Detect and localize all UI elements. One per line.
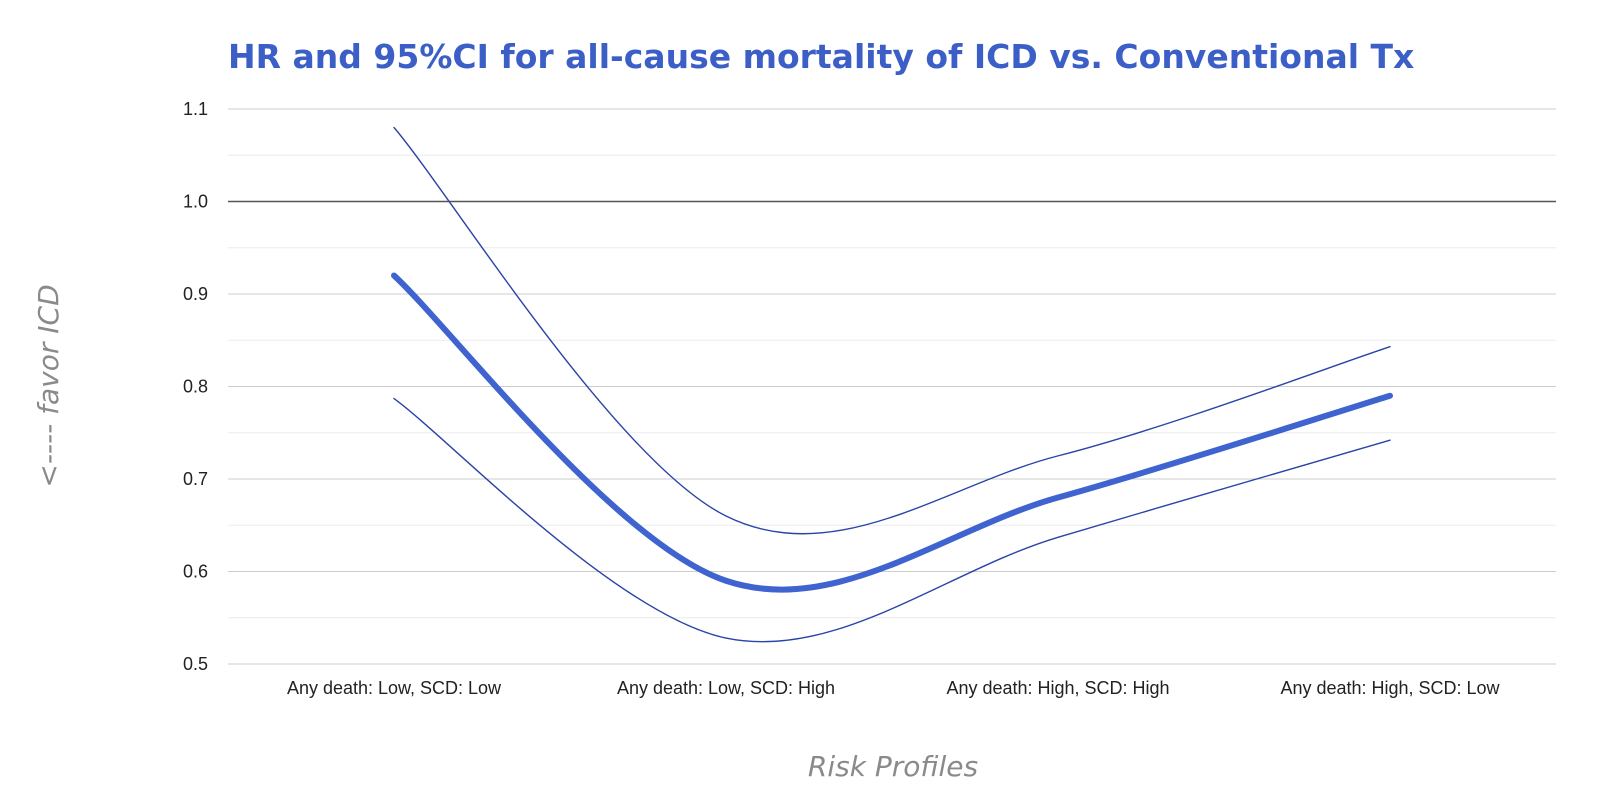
y-tick-label: 0.6 [183, 562, 208, 582]
chart-title: HR and 95%CI for all-cause mortality of … [228, 37, 1414, 76]
x-axis-ticks: Any death: Low, SCD: Low Any death: Low, … [287, 678, 1501, 698]
grid-lines [228, 108, 1556, 665]
series-line-estimate [391, 272, 1393, 593]
x-tick-label: Any death: Low, SCD: High [617, 678, 835, 698]
x-tick-label: Any death: High, SCD: Low [1280, 678, 1500, 698]
series-line-lower [393, 397, 1391, 643]
y-axis-title: <---- favor ICD [32, 284, 65, 487]
y-tick-label: 1.1 [183, 99, 208, 119]
x-tick-label: Any death: Low, SCD: Low [287, 678, 502, 698]
y-axis-ticks: 0.5 0.6 0.7 0.8 0.9 1.0 1.1 [183, 99, 208, 674]
y-tick-label: 0.7 [183, 469, 208, 489]
y-tick-label: 0.9 [183, 284, 208, 304]
x-axis-title: Risk Profiles [808, 750, 978, 783]
x-tick-label: Any death: High, SCD: High [946, 678, 1169, 698]
y-tick-label: 1.0 [183, 192, 208, 212]
y-tick-label: 0.5 [183, 654, 208, 674]
series-lines [391, 126, 1393, 643]
y-tick-label: 0.8 [183, 377, 208, 397]
series-line-upper [393, 126, 1391, 535]
